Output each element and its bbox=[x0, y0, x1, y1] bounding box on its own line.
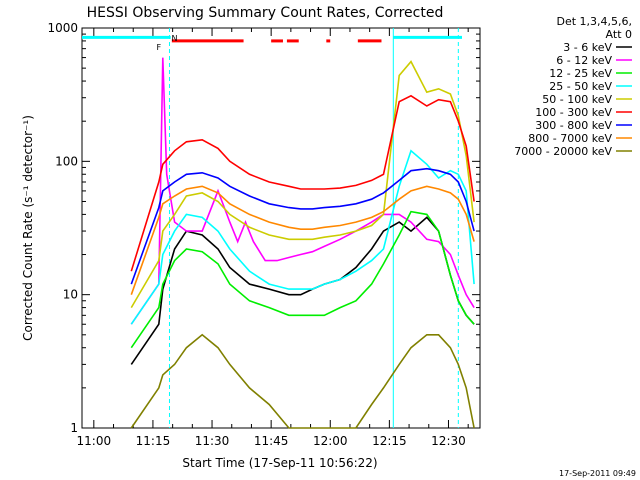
flag-label-n: N bbox=[171, 34, 177, 43]
y-tick-label: 100 bbox=[55, 154, 78, 168]
series-line bbox=[130, 60, 475, 309]
legend-label: 25 - 50 keV bbox=[549, 80, 612, 93]
x-tick-label: 11:30 bbox=[195, 434, 230, 448]
series-line bbox=[130, 185, 475, 295]
legend-label: 300 - 800 keV bbox=[535, 119, 612, 132]
legend-label: 7000 - 20000 keV bbox=[514, 145, 612, 158]
x-tick-label: 12:15 bbox=[372, 434, 407, 448]
y-axis-label: Corrected Count Rate (s⁻¹ detector⁻¹) bbox=[21, 115, 35, 341]
legend-label: 3 - 6 keV bbox=[563, 41, 612, 54]
legend-header-line-1: Det 1,3,4,5,6, bbox=[556, 15, 632, 28]
timestamp: 17-Sep-2011 09:49 bbox=[559, 469, 636, 478]
x-tick-label: 12:00 bbox=[313, 434, 348, 448]
legend-label: 800 - 7000 keV bbox=[528, 132, 612, 145]
legend-label: 50 - 100 keV bbox=[542, 93, 612, 106]
plot-frame bbox=[81, 27, 481, 429]
y-axis-title: Corrected Count Rate (s⁻¹ detector⁻¹) bbox=[21, 115, 35, 341]
y-tick-label: 1000 bbox=[47, 21, 78, 35]
series-line bbox=[130, 210, 475, 349]
series-line bbox=[130, 149, 475, 325]
legend-label: 6 - 12 keV bbox=[556, 54, 612, 67]
series-line bbox=[130, 167, 475, 285]
series-line bbox=[130, 57, 475, 325]
x-tick-label: 11:45 bbox=[254, 434, 289, 448]
series-line bbox=[130, 94, 475, 272]
flag-label-f: F bbox=[156, 43, 161, 52]
chart-title: HESSI Observing Summary Count Rates, Cor… bbox=[87, 5, 444, 21]
legend-header-line-2: Att 0 bbox=[606, 28, 632, 41]
legend: Det 1,3,4,5,6, Att 0 bbox=[556, 15, 632, 41]
y-tick-label: 10 bbox=[63, 288, 78, 302]
series-line bbox=[130, 333, 475, 429]
legend-label: 100 - 300 keV bbox=[535, 106, 612, 119]
x-axis-label: Start Time (17-Sep-11 10:56:22) bbox=[182, 456, 377, 470]
legend-label: 12 - 25 keV bbox=[549, 67, 612, 80]
x-tick-label: 12:30 bbox=[431, 434, 466, 448]
y-tick-label: 1 bbox=[70, 421, 78, 435]
x-tick-label: 11:00 bbox=[77, 434, 112, 448]
x-tick-label: 11:15 bbox=[136, 434, 171, 448]
plot-area: 11:00 11:15 11:30 11:45 12:00 12:15 12:30 1 10 10… bbox=[47, 21, 481, 448]
